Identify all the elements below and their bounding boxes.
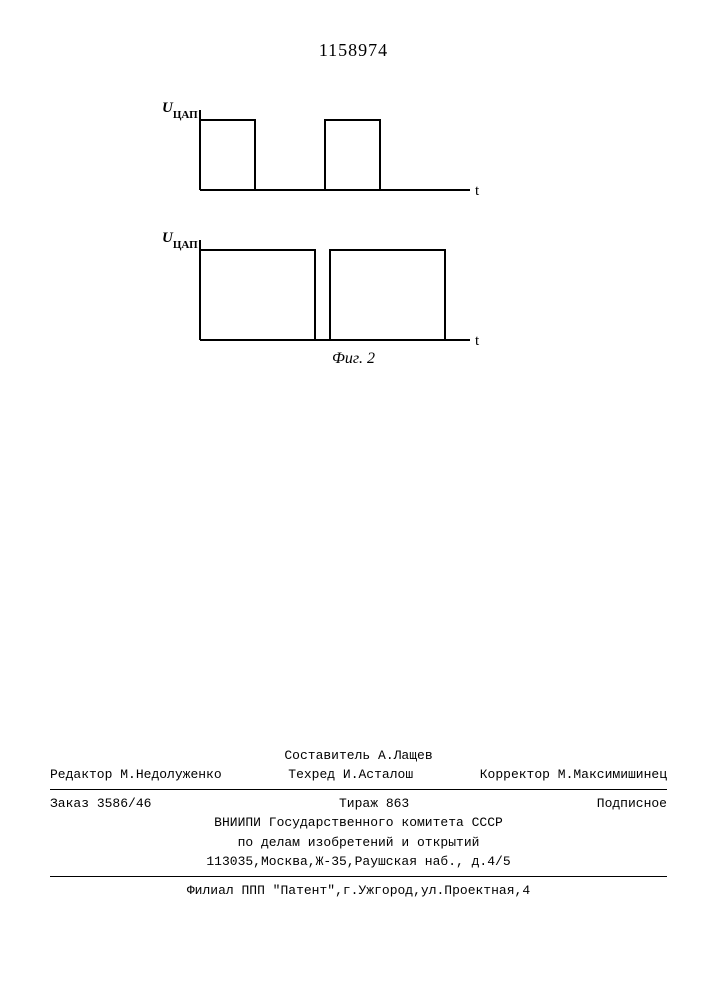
compiler-label: Составитель: [284, 748, 370, 763]
svg-text:t: t: [475, 183, 480, 199]
divider: [50, 876, 667, 877]
org-line-1: ВНИИПИ Государственного комитета СССР: [50, 813, 667, 833]
tirazh-number: 863: [386, 796, 409, 811]
credits-block: Составитель А.Лащев Редактор М.Недолужен…: [50, 746, 667, 901]
svg-text:UЦАП: UЦАП: [162, 100, 198, 121]
svg-text:UЦАП: UЦАП: [162, 230, 198, 251]
corrector-label: Корректор: [480, 767, 550, 782]
order-label: Заказ: [50, 796, 89, 811]
corrector-name: М.Максимишинец: [558, 767, 667, 782]
compiler-name: А.Лащев: [378, 748, 433, 763]
address-1: 113035,Москва,Ж-35,Раушская наб., д.4/5: [50, 852, 667, 872]
editor-name: М.Недолуженко: [120, 767, 221, 782]
tirazh-label: Тираж: [339, 796, 378, 811]
document-number: 1158974: [0, 40, 707, 61]
techred-name: И.Асталош: [343, 767, 413, 782]
svg-text:t: t: [475, 333, 480, 349]
editor-label: Редактор: [50, 767, 112, 782]
order-number: 3586/46: [97, 796, 152, 811]
divider: [50, 789, 667, 790]
figure-caption: Фиг. 2: [0, 350, 707, 368]
org-line-2: по делам изобретений и открытий: [50, 833, 667, 853]
techred-label: Техред: [288, 767, 335, 782]
subscription: Подписное: [597, 794, 667, 814]
figure-2: UЦАП t UЦАП t: [150, 80, 500, 380]
branch-line: Филиал ППП "Патент",г.Ужгород,ул.Проектн…: [50, 881, 667, 901]
